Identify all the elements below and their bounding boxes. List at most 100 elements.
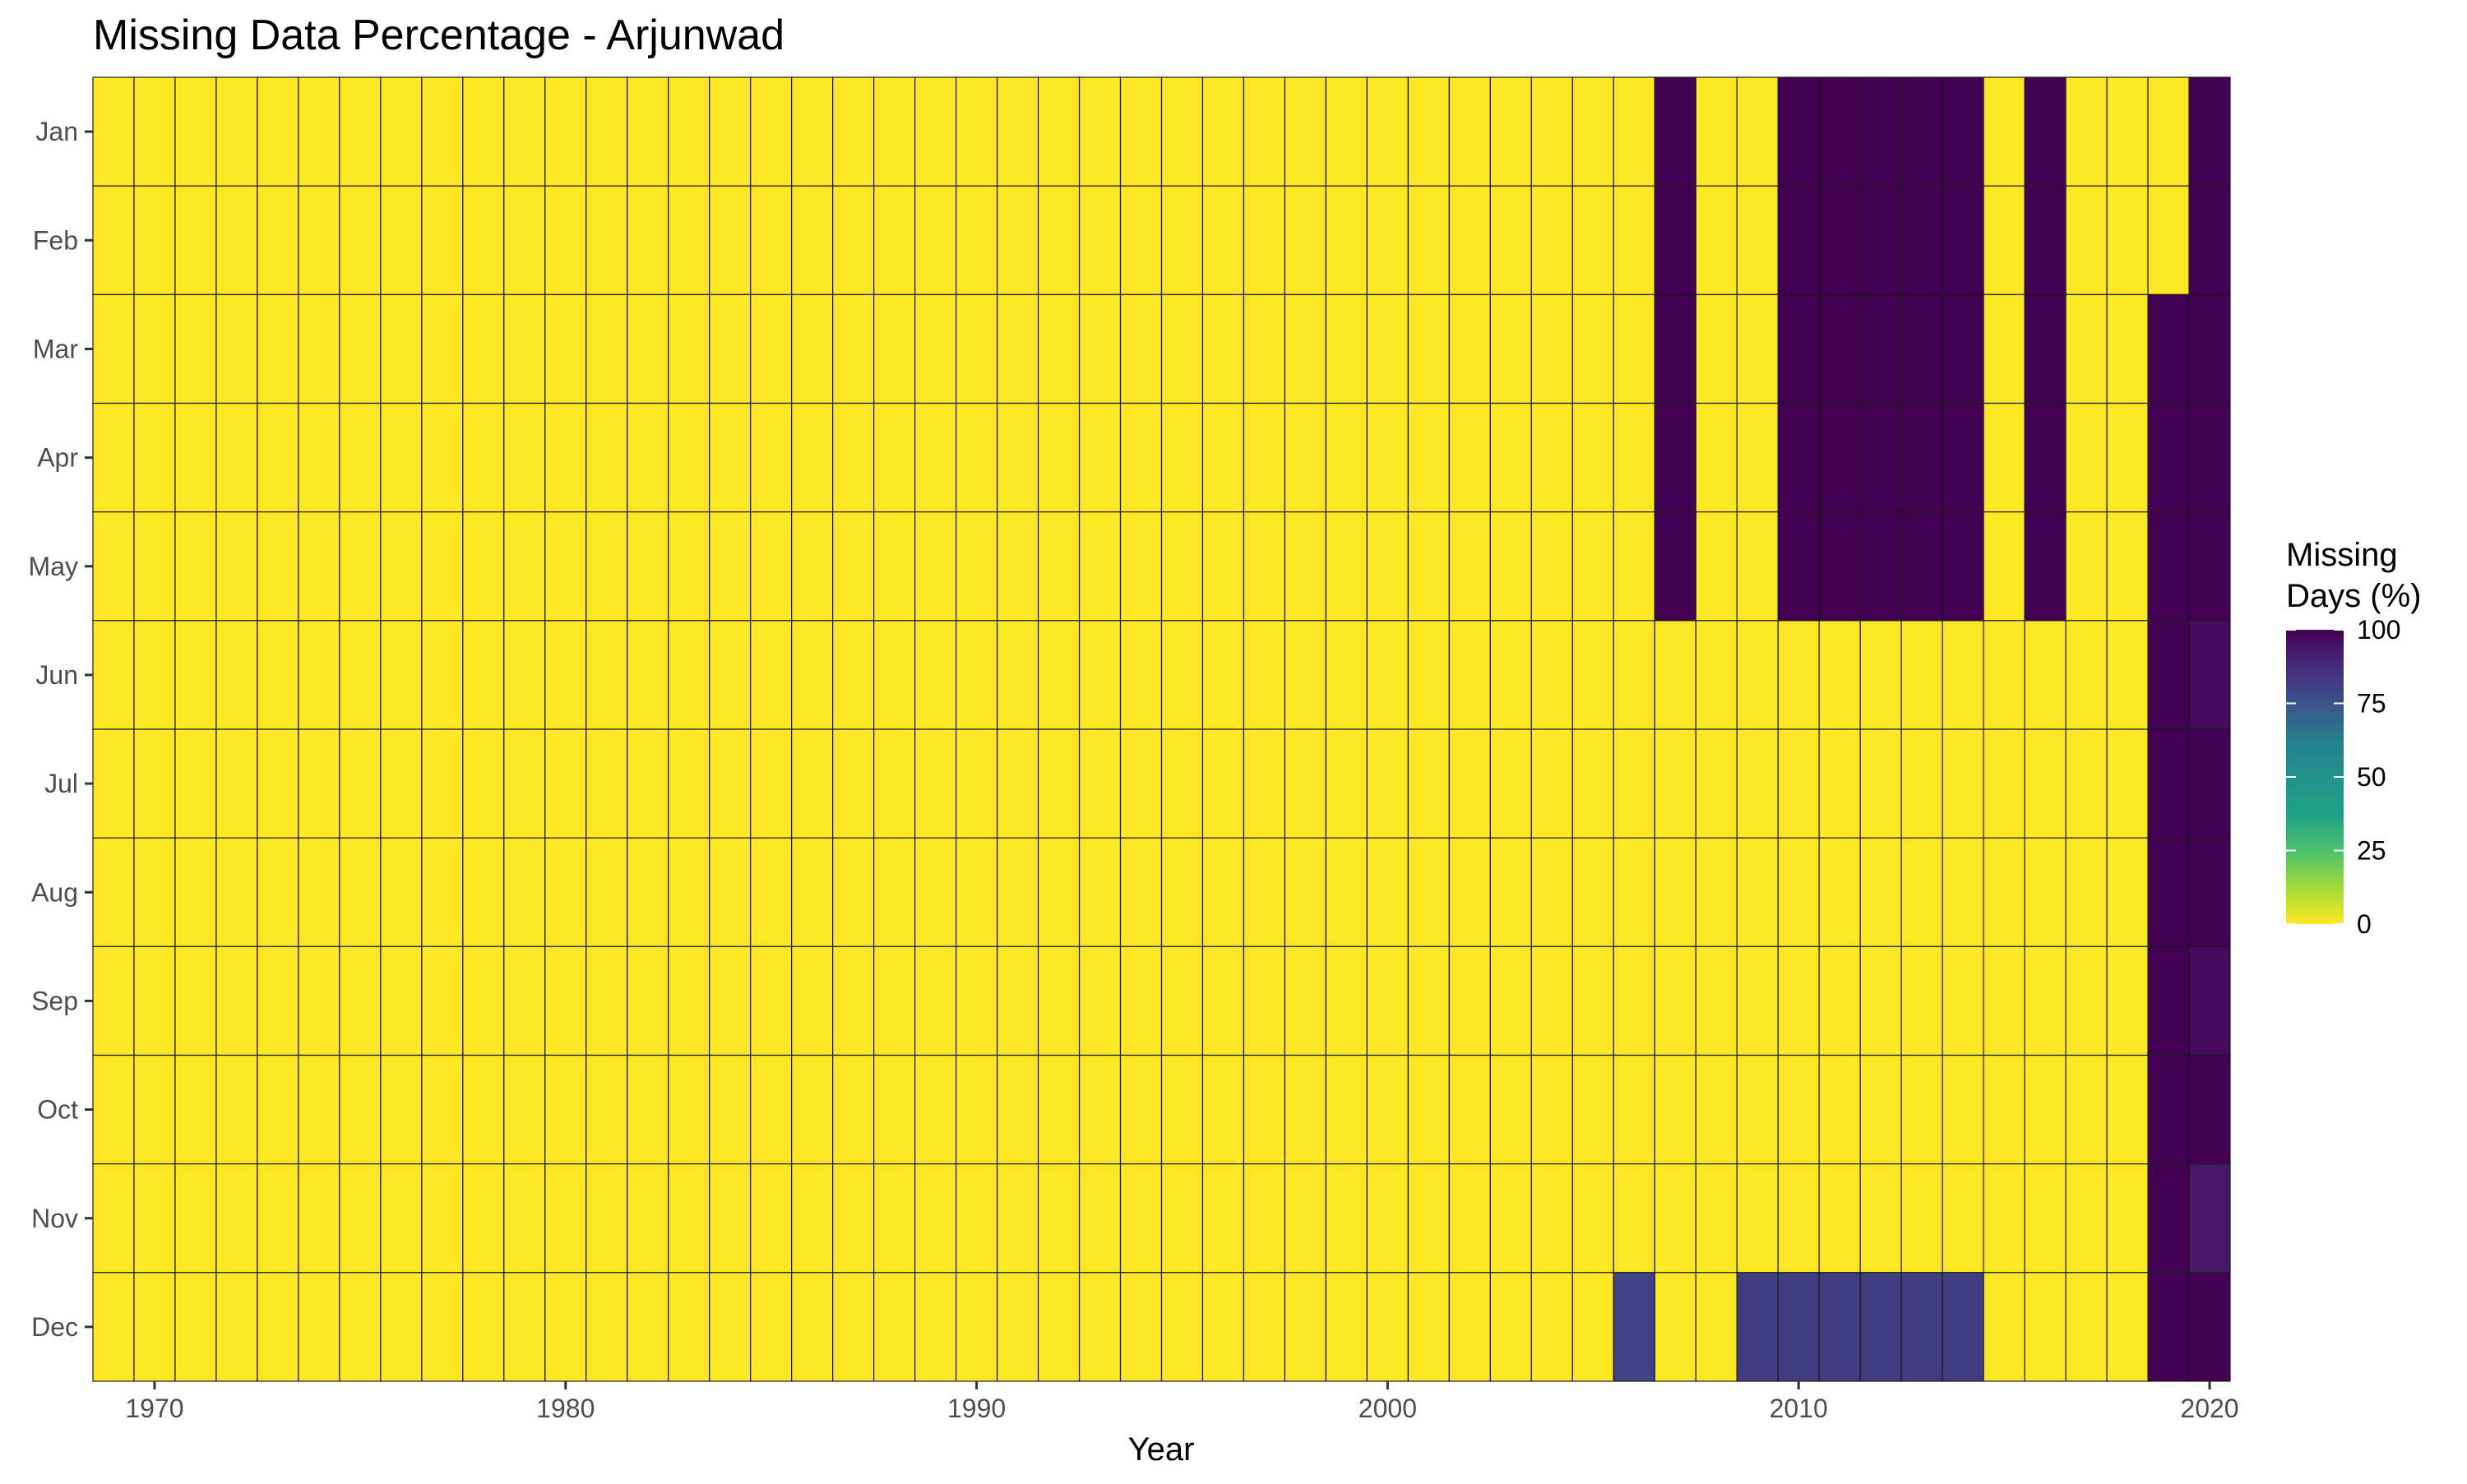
heatmap-cell [2024,1054,2067,1165]
heatmap-cell [1736,620,1779,730]
heatmap-cell [544,620,587,730]
heatmap-cell [339,620,382,730]
heatmap-cell [627,945,669,1056]
heatmap-cell [257,620,299,730]
heatmap-cell [1571,402,1614,513]
heatmap-cell [1325,620,1368,730]
heatmap-cell [1078,620,1122,730]
heatmap-cell [133,945,176,1056]
heatmap-cell [1736,76,1779,187]
heatmap-cell [421,728,464,839]
heatmap-cell [215,76,258,187]
heatmap-cell [1448,837,1491,947]
heatmap-cell [1037,511,1081,622]
heatmap-cell [1201,620,1245,730]
heatmap-cell [2024,76,2067,187]
heatmap-cell [1942,185,1984,295]
heatmap-cell [1284,185,1327,295]
heatmap-cell [1407,945,1450,1056]
heatmap-cell [2147,1163,2190,1274]
heatmap-cell [1942,511,1984,622]
heatmap-cell [750,185,793,295]
heatmap-cell [996,511,1039,622]
heatmap-cell [1859,1163,1902,1274]
heatmap-cell [1201,511,1245,622]
heatmap-cell [1284,294,1327,405]
heatmap-cell [668,945,710,1056]
heatmap-cell [1613,1054,1655,1165]
heatmap-cell [1243,728,1286,839]
heatmap-cell [92,837,135,947]
heatmap-cell [1243,1054,1286,1165]
heatmap-cell [709,402,752,513]
heatmap-cell [996,1163,1039,1274]
heatmap-cell [873,728,916,839]
heatmap-cell [1119,76,1163,187]
heatmap-cell [1284,1163,1327,1274]
heatmap-cell [2024,185,2067,295]
heatmap-cell [1366,620,1409,730]
heatmap-cell [339,76,382,187]
heatmap-cell [1201,1272,1245,1382]
heatmap-cell [1201,294,1245,405]
heatmap-cell [298,402,340,513]
heatmap-cell [1201,837,1245,947]
heatmap-cell [1571,728,1614,839]
heatmap-cell [668,511,710,622]
x-axis-title: Year [1128,1431,1195,1468]
heatmap-cell [750,1272,793,1382]
heatmap-cell [2147,1272,2190,1382]
heatmap-cell [380,945,423,1056]
x-axis: 1970 1980 1990 2000 2010 2020 [125,1381,2239,1423]
heatmap-cell [1654,945,1696,1056]
heatmap-cell [709,76,752,187]
heatmap-cell [462,728,505,839]
heatmap-cell [2065,76,2108,187]
heatmap-cell [421,294,464,405]
heatmap-cell [2106,511,2149,622]
legend-tick-label: 75 [2357,689,2386,719]
heatmap-cell [1325,76,1368,187]
heatmap-cell [1900,511,1943,622]
heatmap-cell [586,511,628,622]
heatmap-cell [2065,511,2108,622]
heatmap-cell [1530,1054,1573,1165]
heatmap-cell [1571,511,1614,622]
heatmap-cell [92,1272,135,1382]
heatmap-cell [1325,1163,1368,1274]
heatmap-cell [133,185,176,295]
heatmap-cell [257,1054,299,1165]
heatmap-cell [1654,837,1696,947]
heatmap-cell [1571,1272,1614,1382]
heatmap-cell [873,76,916,187]
heatmap-cell [1736,728,1779,839]
heatmap-cell [1736,294,1779,405]
heatmap-cell [1983,511,2025,622]
heatmap-cell [1695,945,1738,1056]
heatmap-cell [1983,294,2025,405]
heatmap-cell [1654,728,1696,839]
heatmap-cell [133,1163,176,1274]
heatmap-cell [2106,185,2149,295]
heatmap-cell [1407,620,1450,730]
heatmap-cell [133,511,176,622]
heatmap-cell [1900,1054,1943,1165]
heatmap-cell [1571,620,1614,730]
heatmap-cell [1900,1272,1943,1382]
heatmap-cell [1201,1163,1245,1274]
heatmap-cell [955,185,998,295]
heatmap-cell [1489,837,1532,947]
heatmap-cell [503,837,546,947]
heatmap-cell [503,1054,546,1165]
heatmap-cell [586,620,628,730]
heatmap-cell [1983,945,2025,1056]
y-tick-label: Mar [33,334,78,363]
heatmap-cell [996,1272,1039,1382]
heatmap-cell [750,511,793,622]
heatmap-cell [503,728,546,839]
heatmap-cell [709,620,752,730]
heatmap-cell [1366,402,1409,513]
heatmap-cell [2147,620,2190,730]
heatmap-cell [339,728,382,839]
heatmap-cell [586,728,628,839]
